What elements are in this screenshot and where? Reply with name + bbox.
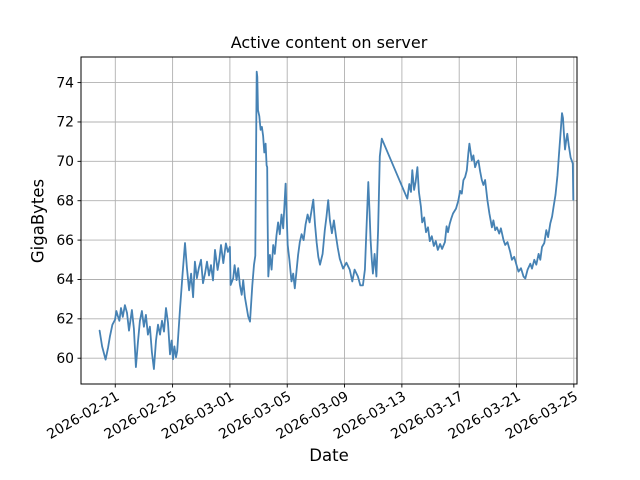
axes-border — [80, 56, 578, 385]
y-tick-label: 64 — [56, 272, 74, 288]
y-tick-label: 68 — [56, 193, 74, 209]
x-axis-label: Date — [309, 446, 349, 465]
y-tick-label: 62 — [56, 312, 74, 328]
y-tick-label: 72 — [56, 115, 74, 131]
y-tick-label: 60 — [56, 351, 74, 367]
chart-title: Active content on server — [230, 33, 428, 52]
y-tick-label: 74 — [56, 75, 74, 91]
data-line — [98, 70, 575, 370]
y-tick-label: 70 — [56, 154, 74, 170]
y-tick-label: 66 — [56, 233, 74, 249]
